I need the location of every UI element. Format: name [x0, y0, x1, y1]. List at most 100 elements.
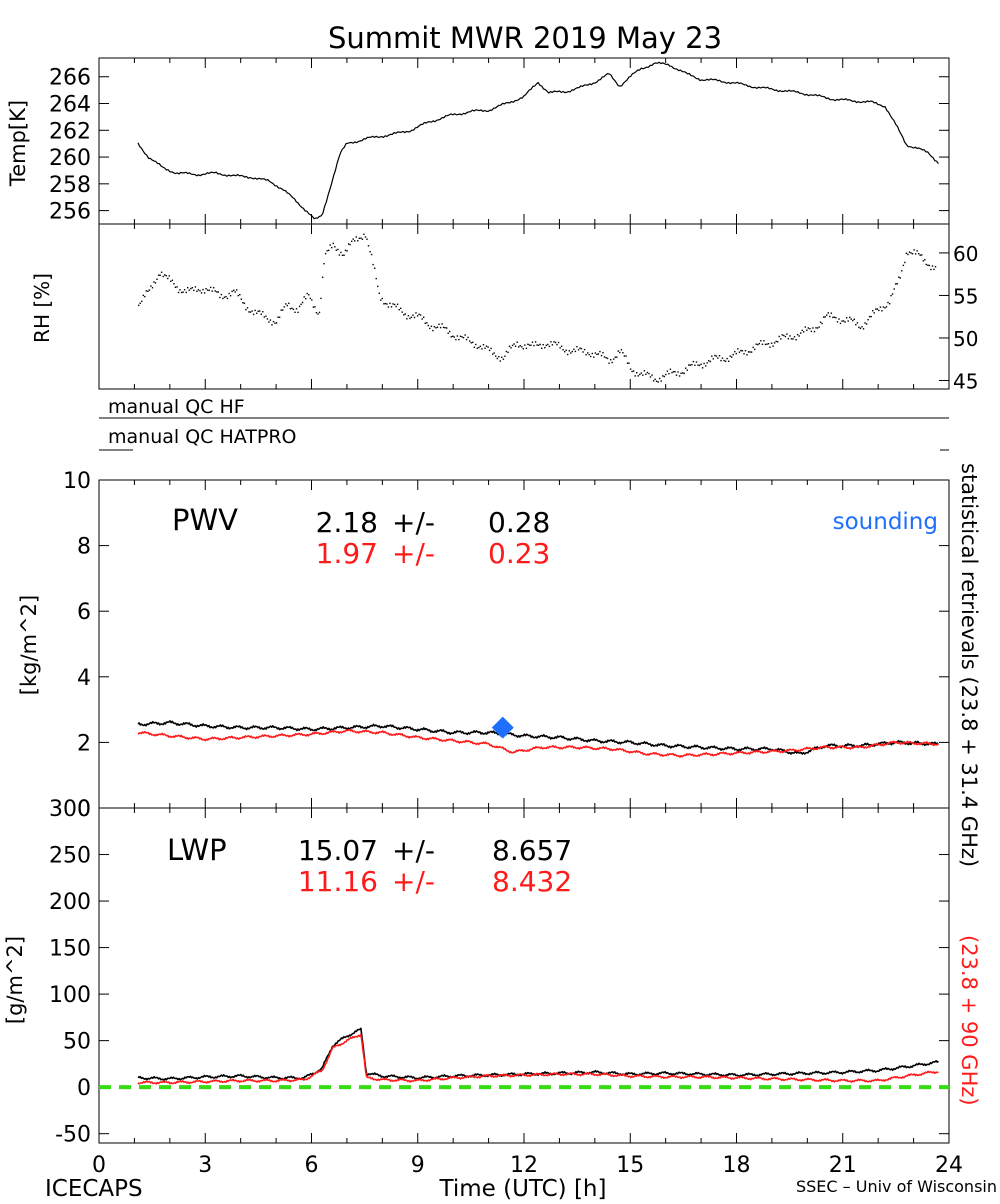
rh-point [421, 318, 423, 320]
rh-point [206, 289, 209, 291]
rh-point [332, 242, 334, 245]
rh-point [274, 322, 276, 324]
rh-point [732, 353, 734, 356]
rh-point [398, 309, 400, 311]
rh-point [347, 243, 350, 245]
rh-point [165, 275, 167, 277]
rh-point [375, 277, 377, 280]
rh-point [254, 309, 256, 312]
lwp-panel-label: LWP [167, 833, 227, 867]
rh-point [141, 300, 143, 303]
rh-point [151, 287, 154, 289]
rh-point [234, 291, 236, 293]
rh-point [418, 313, 420, 315]
rh-point [603, 356, 606, 358]
rh-point [573, 348, 575, 350]
x-tick-label: 9 [411, 1153, 425, 1178]
pwv-panel: 0 2 4 6 8 10 [63, 469, 950, 822]
rh-point [907, 253, 909, 256]
lwp-ytick-label: 150 [49, 937, 91, 962]
rh-point [544, 347, 546, 349]
rh-point [862, 328, 865, 330]
rh-point [819, 321, 822, 323]
rh-point [346, 250, 348, 252]
rh-point [150, 285, 152, 287]
x-tick-label: 24 [935, 1153, 963, 1178]
rh-point [823, 316, 825, 318]
rh-point [882, 306, 885, 308]
rh-point [888, 303, 891, 305]
qc-panel [99, 417, 949, 451]
rh-point [597, 353, 600, 355]
rh-point [156, 278, 158, 280]
rh-point [613, 358, 615, 360]
rh-point [280, 309, 282, 311]
rh-point [577, 349, 580, 351]
temp-ytick-label: 262 [49, 119, 91, 144]
rh-point [386, 303, 388, 305]
pwv-ytick-label: 8 [77, 535, 91, 560]
rh-point [583, 348, 586, 351]
rh-point [225, 295, 227, 298]
lwp-ytick-label: 200 [49, 890, 91, 915]
rh-point [341, 254, 344, 256]
rh-point [237, 294, 239, 297]
rh-point [810, 330, 813, 333]
rh-point [358, 237, 360, 239]
rh-point [559, 347, 561, 349]
rh-point [495, 355, 497, 357]
pwv-series-black [137, 720, 940, 755]
x-tick-label: 6 [305, 1153, 319, 1178]
rh-point [501, 356, 503, 358]
rh-point [378, 292, 380, 294]
rh-point [179, 289, 181, 291]
pwv-stat-red-mean: 1.97 [316, 537, 378, 570]
rh-point [314, 306, 316, 308]
rh-point [731, 356, 733, 358]
rh-ytick-label: 45 [953, 369, 978, 393]
rh-point [610, 359, 612, 361]
rh-point [360, 237, 362, 239]
rh-point [269, 319, 272, 321]
rh-point [190, 287, 192, 290]
rh-ytick-label: 50 [953, 327, 978, 351]
rh-point [439, 326, 442, 329]
lwp-stat-red-pm: +/- [392, 865, 435, 898]
pwv-ytick-label: 6 [77, 600, 91, 625]
rh-point [928, 264, 931, 267]
lwp-ytick-label: 50 [63, 1030, 91, 1055]
rh-point [804, 326, 806, 328]
rh-point [222, 297, 224, 300]
rh-point [784, 335, 787, 338]
lwp-ytick-label: 250 [49, 844, 91, 869]
rh-point [761, 343, 764, 345]
x-tick-label: 15 [616, 1153, 644, 1178]
lwp-ytick-label: 300 [49, 797, 91, 822]
figure-title: Summit MWR 2019 May 23 [328, 21, 722, 55]
rh-point [452, 335, 454, 337]
rh-point [718, 355, 721, 357]
rh-point [634, 375, 636, 377]
rh-point [321, 276, 324, 278]
rh-point [680, 372, 682, 374]
rh-point [223, 296, 226, 298]
rh-point [752, 346, 754, 349]
lwp-stat-black-mean: 15.07 [298, 834, 378, 867]
rh-ytick-label: 55 [953, 284, 978, 308]
rh-point [606, 357, 609, 360]
rh-point [522, 348, 524, 350]
x-tick-label: 12 [510, 1153, 538, 1178]
rh-point [188, 289, 190, 291]
rh-point [180, 291, 183, 294]
rh-point [248, 311, 250, 313]
rh-point [550, 341, 552, 343]
rh-point [219, 296, 221, 299]
rh-point [594, 352, 596, 354]
rh-point [766, 343, 768, 345]
rh-point [211, 290, 213, 292]
rh-point [389, 302, 391, 305]
rh-point [758, 342, 760, 345]
rh-point [157, 274, 160, 276]
rh-point [191, 287, 193, 289]
